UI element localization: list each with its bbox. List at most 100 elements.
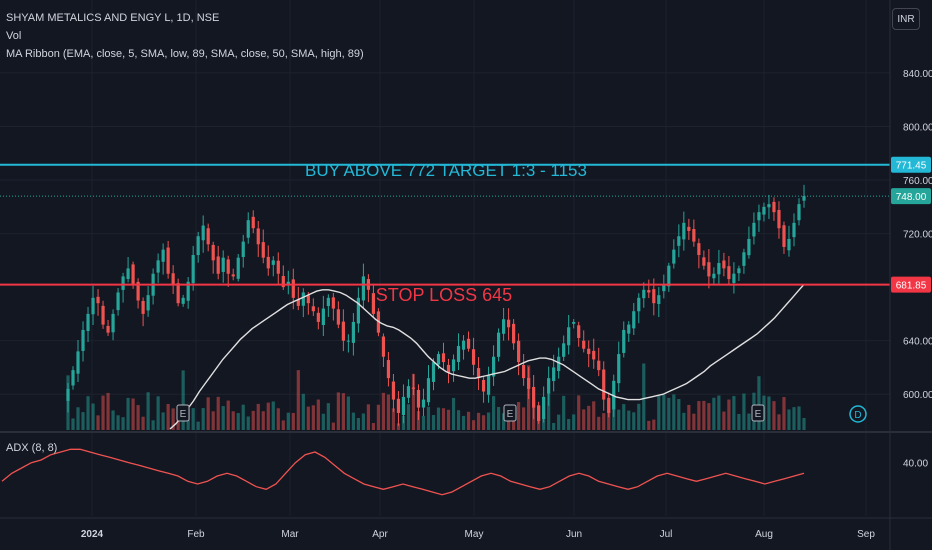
candle-body[interactable]: [361, 276, 366, 301]
candle-body[interactable]: [81, 329, 85, 351]
candle-body[interactable]: [181, 297, 185, 304]
candle-body[interactable]: [121, 276, 125, 290]
candle-body[interactable]: [607, 397, 611, 413]
candle-body[interactable]: [617, 354, 621, 384]
candle-body[interactable]: [146, 295, 150, 311]
candle-body[interactable]: [637, 297, 641, 312]
candle-body[interactable]: [216, 256, 220, 274]
candle-body[interactable]: [316, 312, 320, 322]
candle-body[interactable]: [386, 360, 391, 379]
candle-body[interactable]: [527, 377, 531, 389]
candle-body[interactable]: [451, 359, 456, 372]
candle-body[interactable]: [532, 386, 536, 408]
candle-body[interactable]: [592, 350, 596, 360]
earnings-marker[interactable]: [176, 404, 190, 422]
candle-body[interactable]: [166, 247, 170, 274]
candle-body[interactable]: [662, 284, 666, 292]
candle-body[interactable]: [506, 319, 511, 328]
candle-body[interactable]: [411, 387, 416, 389]
earnings-marker[interactable]: [503, 404, 517, 422]
candle-body[interactable]: [712, 273, 716, 279]
candle-body[interactable]: [797, 204, 801, 221]
candle-body[interactable]: [772, 201, 776, 213]
candle-body[interactable]: [802, 196, 806, 201]
candle-body[interactable]: [71, 370, 75, 386]
candle-body[interactable]: [186, 281, 190, 301]
candle-body[interactable]: [496, 332, 501, 357]
candle-body[interactable]: [351, 321, 355, 343]
candle-body[interactable]: [201, 225, 205, 241]
candlesticks[interactable]: [66, 184, 806, 426]
candle-body[interactable]: [126, 268, 130, 279]
candle-body[interactable]: [722, 260, 726, 269]
candle-body[interactable]: [131, 264, 135, 285]
candle-body[interactable]: [471, 349, 476, 365]
candle-body[interactable]: [537, 405, 541, 421]
candle-body[interactable]: [346, 340, 350, 342]
candle-body[interactable]: [582, 340, 586, 349]
candle-body[interactable]: [602, 369, 606, 400]
candle-body[interactable]: [732, 273, 736, 283]
candle-body[interactable]: [91, 297, 95, 315]
candle-body[interactable]: [381, 336, 386, 357]
candle-body[interactable]: [727, 266, 731, 280]
candle-body[interactable]: [787, 238, 791, 251]
candle-body[interactable]: [486, 375, 491, 395]
candle-body[interactable]: [547, 378, 551, 394]
candle-body[interactable]: [682, 222, 686, 240]
candle-body[interactable]: [276, 260, 280, 274]
candle-body[interactable]: [171, 273, 175, 285]
candle-body[interactable]: [96, 296, 100, 304]
candle-body[interactable]: [542, 396, 546, 419]
candle-body[interactable]: [111, 313, 115, 333]
candle-body[interactable]: [116, 292, 120, 311]
candle-body[interactable]: [522, 364, 526, 379]
candle-body[interactable]: [296, 299, 300, 306]
candle-body[interactable]: [642, 289, 646, 299]
candle-body[interactable]: [161, 249, 165, 262]
candle-body[interactable]: [466, 338, 471, 349]
candle-body[interactable]: [446, 364, 451, 373]
candle-body[interactable]: [141, 300, 145, 314]
candle-body[interactable]: [356, 297, 360, 324]
candle-body[interactable]: [677, 236, 681, 246]
candle-body[interactable]: [136, 281, 140, 301]
dividend-marker[interactable]: [849, 405, 867, 423]
currency-button[interactable]: INR: [892, 8, 920, 30]
candle-body[interactable]: [627, 324, 631, 334]
candle-body[interactable]: [176, 283, 180, 304]
candle-body[interactable]: [517, 340, 521, 363]
candle-body[interactable]: [416, 389, 421, 408]
earnings-marker[interactable]: [751, 404, 765, 422]
candle-body[interactable]: [632, 311, 636, 329]
candle-body[interactable]: [657, 295, 661, 304]
candle-body[interactable]: [577, 325, 581, 338]
candle-body[interactable]: [702, 257, 706, 266]
candle-body[interactable]: [687, 226, 691, 231]
candle-body[interactable]: [76, 351, 80, 374]
candle-body[interactable]: [86, 313, 90, 331]
candle-body[interactable]: [391, 381, 396, 400]
candle-body[interactable]: [106, 325, 110, 333]
candle-body[interactable]: [491, 356, 496, 377]
candle-body[interactable]: [396, 398, 401, 413]
candle-body[interactable]: [431, 362, 436, 382]
candle-body[interactable]: [697, 243, 701, 255]
candle-body[interactable]: [321, 308, 325, 326]
candle-body[interactable]: [246, 220, 250, 238]
candle-body[interactable]: [291, 279, 295, 298]
candle-body[interactable]: [256, 228, 260, 245]
candle-body[interactable]: [101, 305, 105, 325]
candle-body[interactable]: [231, 274, 235, 277]
candle-body[interactable]: [226, 259, 230, 274]
candle-body[interactable]: [777, 209, 781, 229]
stop-annotation[interactable]: STOP LOSS 645: [376, 285, 512, 305]
candle-body[interactable]: [737, 268, 741, 274]
candle-body[interactable]: [196, 236, 200, 256]
candle-body[interactable]: [461, 340, 466, 350]
candle-body[interactable]: [436, 354, 441, 365]
candle-body[interactable]: [782, 225, 786, 247]
candle-body[interactable]: [652, 289, 656, 304]
candle-body[interactable]: [476, 368, 481, 379]
